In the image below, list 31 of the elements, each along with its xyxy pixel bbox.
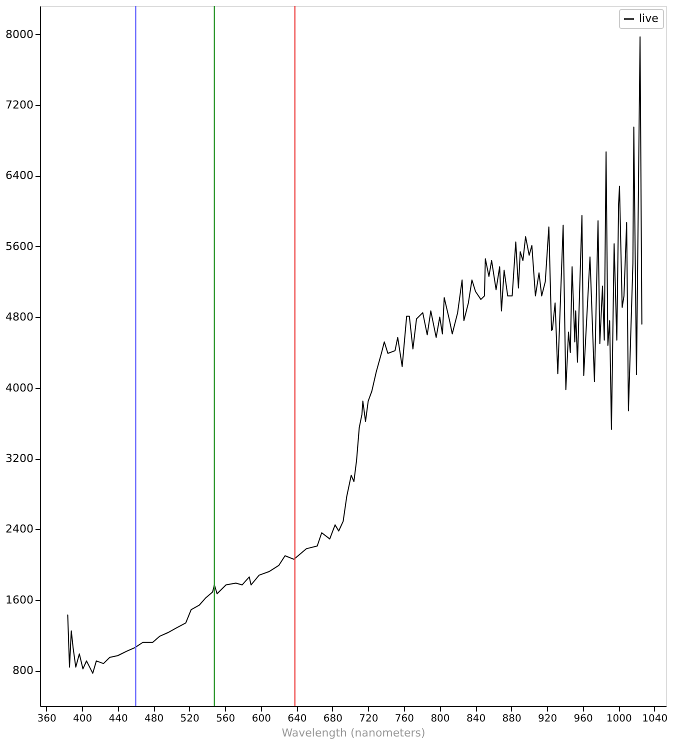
y-tick-label: 800 (12, 664, 34, 678)
line-series (67, 36, 642, 674)
x-tick-label: 800 (430, 714, 450, 724)
x-tick-label: 680 (323, 714, 342, 724)
legend-label: live (639, 12, 659, 25)
y-tick-label: 2400 (6, 522, 34, 536)
x-tick-label: 600 (252, 714, 271, 724)
x-tick-label: 560 (216, 714, 236, 724)
x-tick-label: 520 (180, 714, 200, 724)
x-tick-label: 400 (72, 714, 92, 724)
y-tick-label: 6400 (6, 169, 34, 182)
x-tick-label: 720 (359, 714, 378, 724)
x-tick-label: 920 (538, 714, 558, 724)
x-tick-label: 1000 (606, 714, 632, 724)
y-tick-label: 1600 (6, 593, 34, 606)
x-tick-label: 760 (394, 714, 414, 724)
y-tick-label: 4800 (6, 310, 34, 324)
x-tick-label: 440 (108, 714, 128, 724)
x-tick-label: 960 (574, 714, 593, 724)
x-tick-label: 640 (288, 714, 307, 724)
x-tick-label: 1040 (642, 714, 668, 724)
y-tick-label: 8000 (6, 28, 34, 41)
x-tick-label: 360 (37, 714, 56, 724)
y-tick-label: 3200 (6, 452, 34, 466)
x-tick-label: 840 (466, 714, 486, 724)
x-axis-title: Wavelength (nanometers) (282, 726, 426, 740)
x-tick-label: 480 (144, 714, 164, 724)
x-tick-label: 880 (502, 714, 522, 724)
y-tick-label: 5600 (6, 240, 34, 253)
y-tick-label: 4000 (6, 381, 34, 394)
y-tick-label: 7200 (6, 98, 34, 112)
